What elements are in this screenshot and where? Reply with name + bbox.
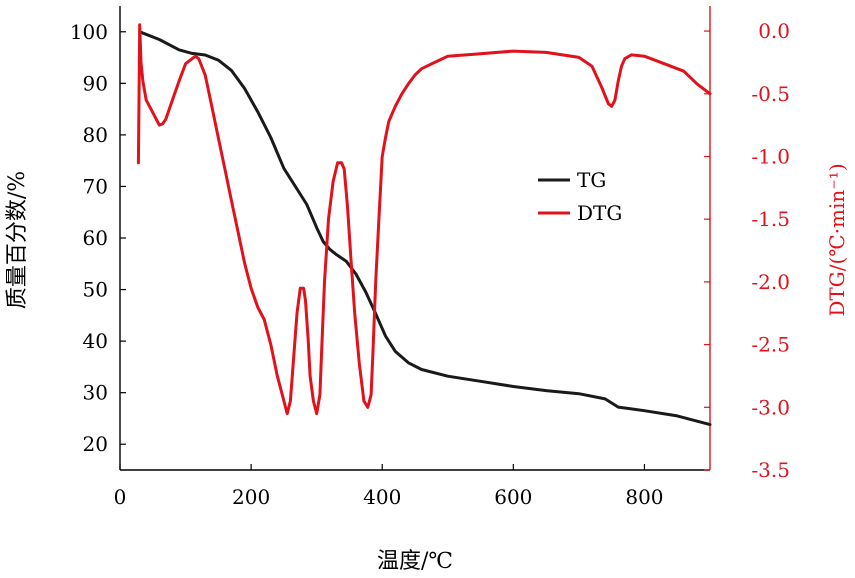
x-tick-label: 0 (114, 485, 127, 509)
y-tick-label: 100 (70, 20, 108, 44)
x-tick-label: 400 (363, 485, 401, 509)
y2-tick-label: 0.0 (758, 19, 790, 43)
y2-tick-label: -2.5 (751, 333, 790, 357)
x-tick-label: 200 (232, 485, 270, 509)
y2-tick-label: -1.0 (751, 144, 790, 168)
y-tick-label: 20 (83, 432, 108, 456)
series-lines (136, 23, 712, 427)
y-axis-label: 质量百分数/% (5, 171, 30, 309)
y2-tick-label: -1.5 (751, 207, 790, 231)
y2-tick-label: -3.0 (751, 395, 790, 419)
y-tick-label: 50 (83, 278, 108, 302)
x-tick-label: 600 (494, 485, 532, 509)
legend: TG DTG (538, 168, 622, 225)
axis-ticks: 0 200 400 600 800 20 30 40 50 60 70 80 90 100 0.0 -0.5 -… (70, 19, 790, 509)
series-dtg-line (136, 23, 712, 416)
x-axis-label: 温度/℃ (377, 549, 453, 574)
y2-tick-label: -2.0 (751, 270, 790, 294)
y-tick-label: 30 (83, 381, 108, 405)
y2-axis-label: DTG/(℃·min⁻¹) (825, 163, 849, 316)
y-tick-label: 70 (83, 174, 108, 198)
legend-tg-label: TG (577, 168, 606, 192)
y-tick-label: 90 (83, 71, 108, 95)
y2-tick-label: -3.5 (751, 458, 790, 482)
y-tick-label: 80 (83, 123, 108, 147)
legend-dtg-label: DTG (577, 201, 622, 225)
y-tick-label: 60 (83, 226, 108, 250)
y2-tick-label: -0.5 (751, 82, 790, 106)
y-tick-label: 40 (83, 329, 108, 353)
x-tick-label: 800 (625, 485, 663, 509)
